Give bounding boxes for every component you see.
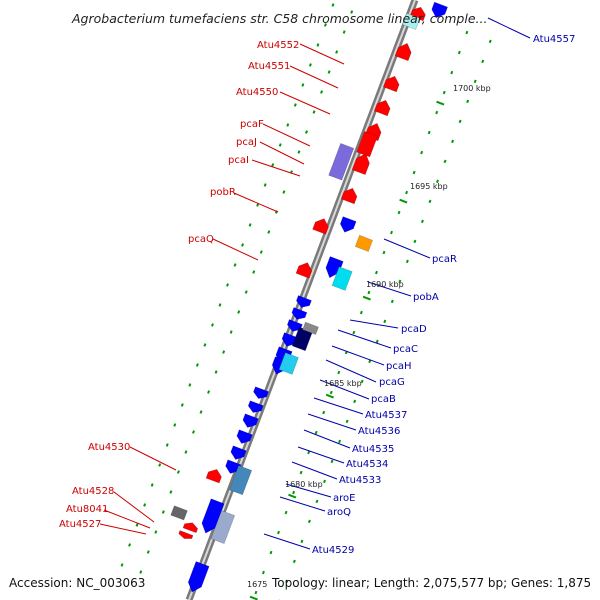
gene-reverse-atu45xx-2[interactable] (242, 413, 259, 428)
gene-forward-left-0[interactable] (312, 218, 329, 235)
gene-reverse-atu45xx-0[interactable] (253, 386, 269, 399)
gene-label-pcac[interactable]: pcaC (393, 344, 418, 355)
gene-reverse-atu45xx-1[interactable] (247, 400, 264, 413)
gene-forward-5[interactable] (351, 153, 370, 176)
gene-reverse-atu4557[interactable] (431, 1, 448, 19)
tick-marks (120, 3, 492, 600)
gene-label-atu4533[interactable]: Atu4533 (339, 475, 381, 486)
right-gene-labels: Atu4557 pcaR pobA pcaD pcaC pcaH pcaG pc… (312, 34, 575, 556)
kbp-label-1680: 1680 kbp (285, 480, 323, 489)
gene-label-pcad[interactable]: pcaD (401, 324, 427, 335)
gene-forward-2[interactable] (382, 75, 400, 93)
gene-forward-left-1[interactable] (295, 262, 313, 279)
gene-label-pcai[interactable]: pcaI (228, 155, 249, 166)
gene-label-pobr[interactable]: pobR (210, 187, 236, 198)
gene-reverse-atu4529[interactable] (187, 561, 210, 593)
kbp-label-1695: 1695 kbp (410, 182, 448, 191)
gene-label-atu4529[interactable]: Atu4529 (312, 545, 354, 556)
gene-reverse-pcar[interactable] (339, 216, 357, 233)
gene-label-atu4535[interactable]: Atu4535 (352, 444, 394, 455)
gene-forward-1[interactable] (394, 42, 412, 62)
gene-grey-aroq[interactable] (210, 510, 236, 545)
gene-steel-aroe[interactable] (229, 465, 253, 496)
left-gene-labels: Atu4552 Atu4551 Atu4550 pcaF pcaJ pcaI p… (59, 40, 299, 530)
gene-reverse-atu45xx-4[interactable] (230, 445, 247, 460)
gene-label-atu4534[interactable]: Atu4534 (346, 459, 388, 470)
gene-reverse-pca-0[interactable] (296, 295, 312, 308)
gene-cyan-pcah[interactable] (278, 352, 299, 375)
gene-label-atu4528[interactable]: Atu4528 (72, 486, 114, 497)
gene-forward-atu4530[interactable] (205, 468, 222, 484)
gene-label-atu4537[interactable]: Atu4537 (365, 410, 407, 421)
gene-label-atu4550[interactable]: Atu4550 (236, 87, 278, 98)
kbp-label-1700: 1700 kbp (453, 84, 491, 93)
gene-label-pcab[interactable]: pcaB (371, 394, 396, 405)
gene-label-aroq[interactable]: aroQ (327, 507, 351, 518)
gene-label-atu4552[interactable]: Atu4552 (257, 40, 299, 51)
kbp-label-1685: 1685 kbp (324, 379, 362, 388)
gene-label-atu4527[interactable]: Atu4527 (59, 519, 101, 530)
gene-cyan-poba[interactable] (331, 266, 353, 291)
label-leader-lines (99, 17, 531, 550)
kbp-label-1690: 1690 kbp (366, 280, 404, 289)
gene-forward-6[interactable] (340, 187, 358, 205)
gene-label-pcar[interactable]: pcaR (432, 254, 457, 265)
gene-grey-atu8041[interactable] (170, 505, 188, 521)
gene-label-aroe[interactable]: aroE (333, 493, 355, 504)
gene-top-cyan[interactable] (402, 12, 421, 30)
map-title: Agrobacterium tumefaciens str. C58 chrom… (71, 11, 487, 26)
genome-summary-text: Topology: linear; Length: 2,075,577 bp; … (271, 576, 591, 590)
accession-text: Accession: NC_003063 (9, 576, 145, 590)
gene-orange-pobr[interactable] (354, 234, 373, 252)
gene-label-atu4530[interactable]: Atu4530 (88, 442, 130, 453)
gene-label-pcah[interactable]: pcaH (386, 361, 412, 372)
gene-grey-pcad[interactable] (302, 321, 319, 335)
gene-label-pcaj[interactable]: pcaJ (236, 137, 257, 148)
gene-label-pcaq[interactable]: pcaQ (188, 234, 214, 245)
gene-forward-3[interactable] (373, 99, 391, 117)
gene-label-pcag[interactable]: pcaG (379, 377, 405, 388)
gene-forward-atu4528[interactable] (182, 522, 199, 534)
gene-label-poba[interactable]: pobA (413, 292, 439, 303)
gene-label-atu4551[interactable]: Atu4551 (248, 61, 290, 72)
gene-label-atu4557[interactable]: Atu4557 (533, 34, 575, 45)
gene-label-atu4536[interactable]: Atu4536 (358, 426, 400, 437)
gene-reverse-pca-1[interactable] (291, 307, 308, 320)
kbp-scale-labels: 1700 kbp 1695 kbp 1690 kbp 1685 kbp 1680… (247, 84, 491, 589)
gene-reverse-atu45xx-3[interactable] (236, 429, 253, 444)
gene-forward-atu4527[interactable] (178, 530, 194, 539)
kbp-label-1675: 1675 (247, 580, 267, 589)
gene-pcaij-box[interactable] (328, 143, 355, 181)
gene-label-pcaf[interactable]: pcaF (240, 119, 264, 130)
gene-forward-box-0[interactable] (356, 130, 378, 158)
gene-features[interactable] (170, 1, 448, 593)
gene-label-atu8041[interactable]: Atu8041 (66, 504, 108, 515)
